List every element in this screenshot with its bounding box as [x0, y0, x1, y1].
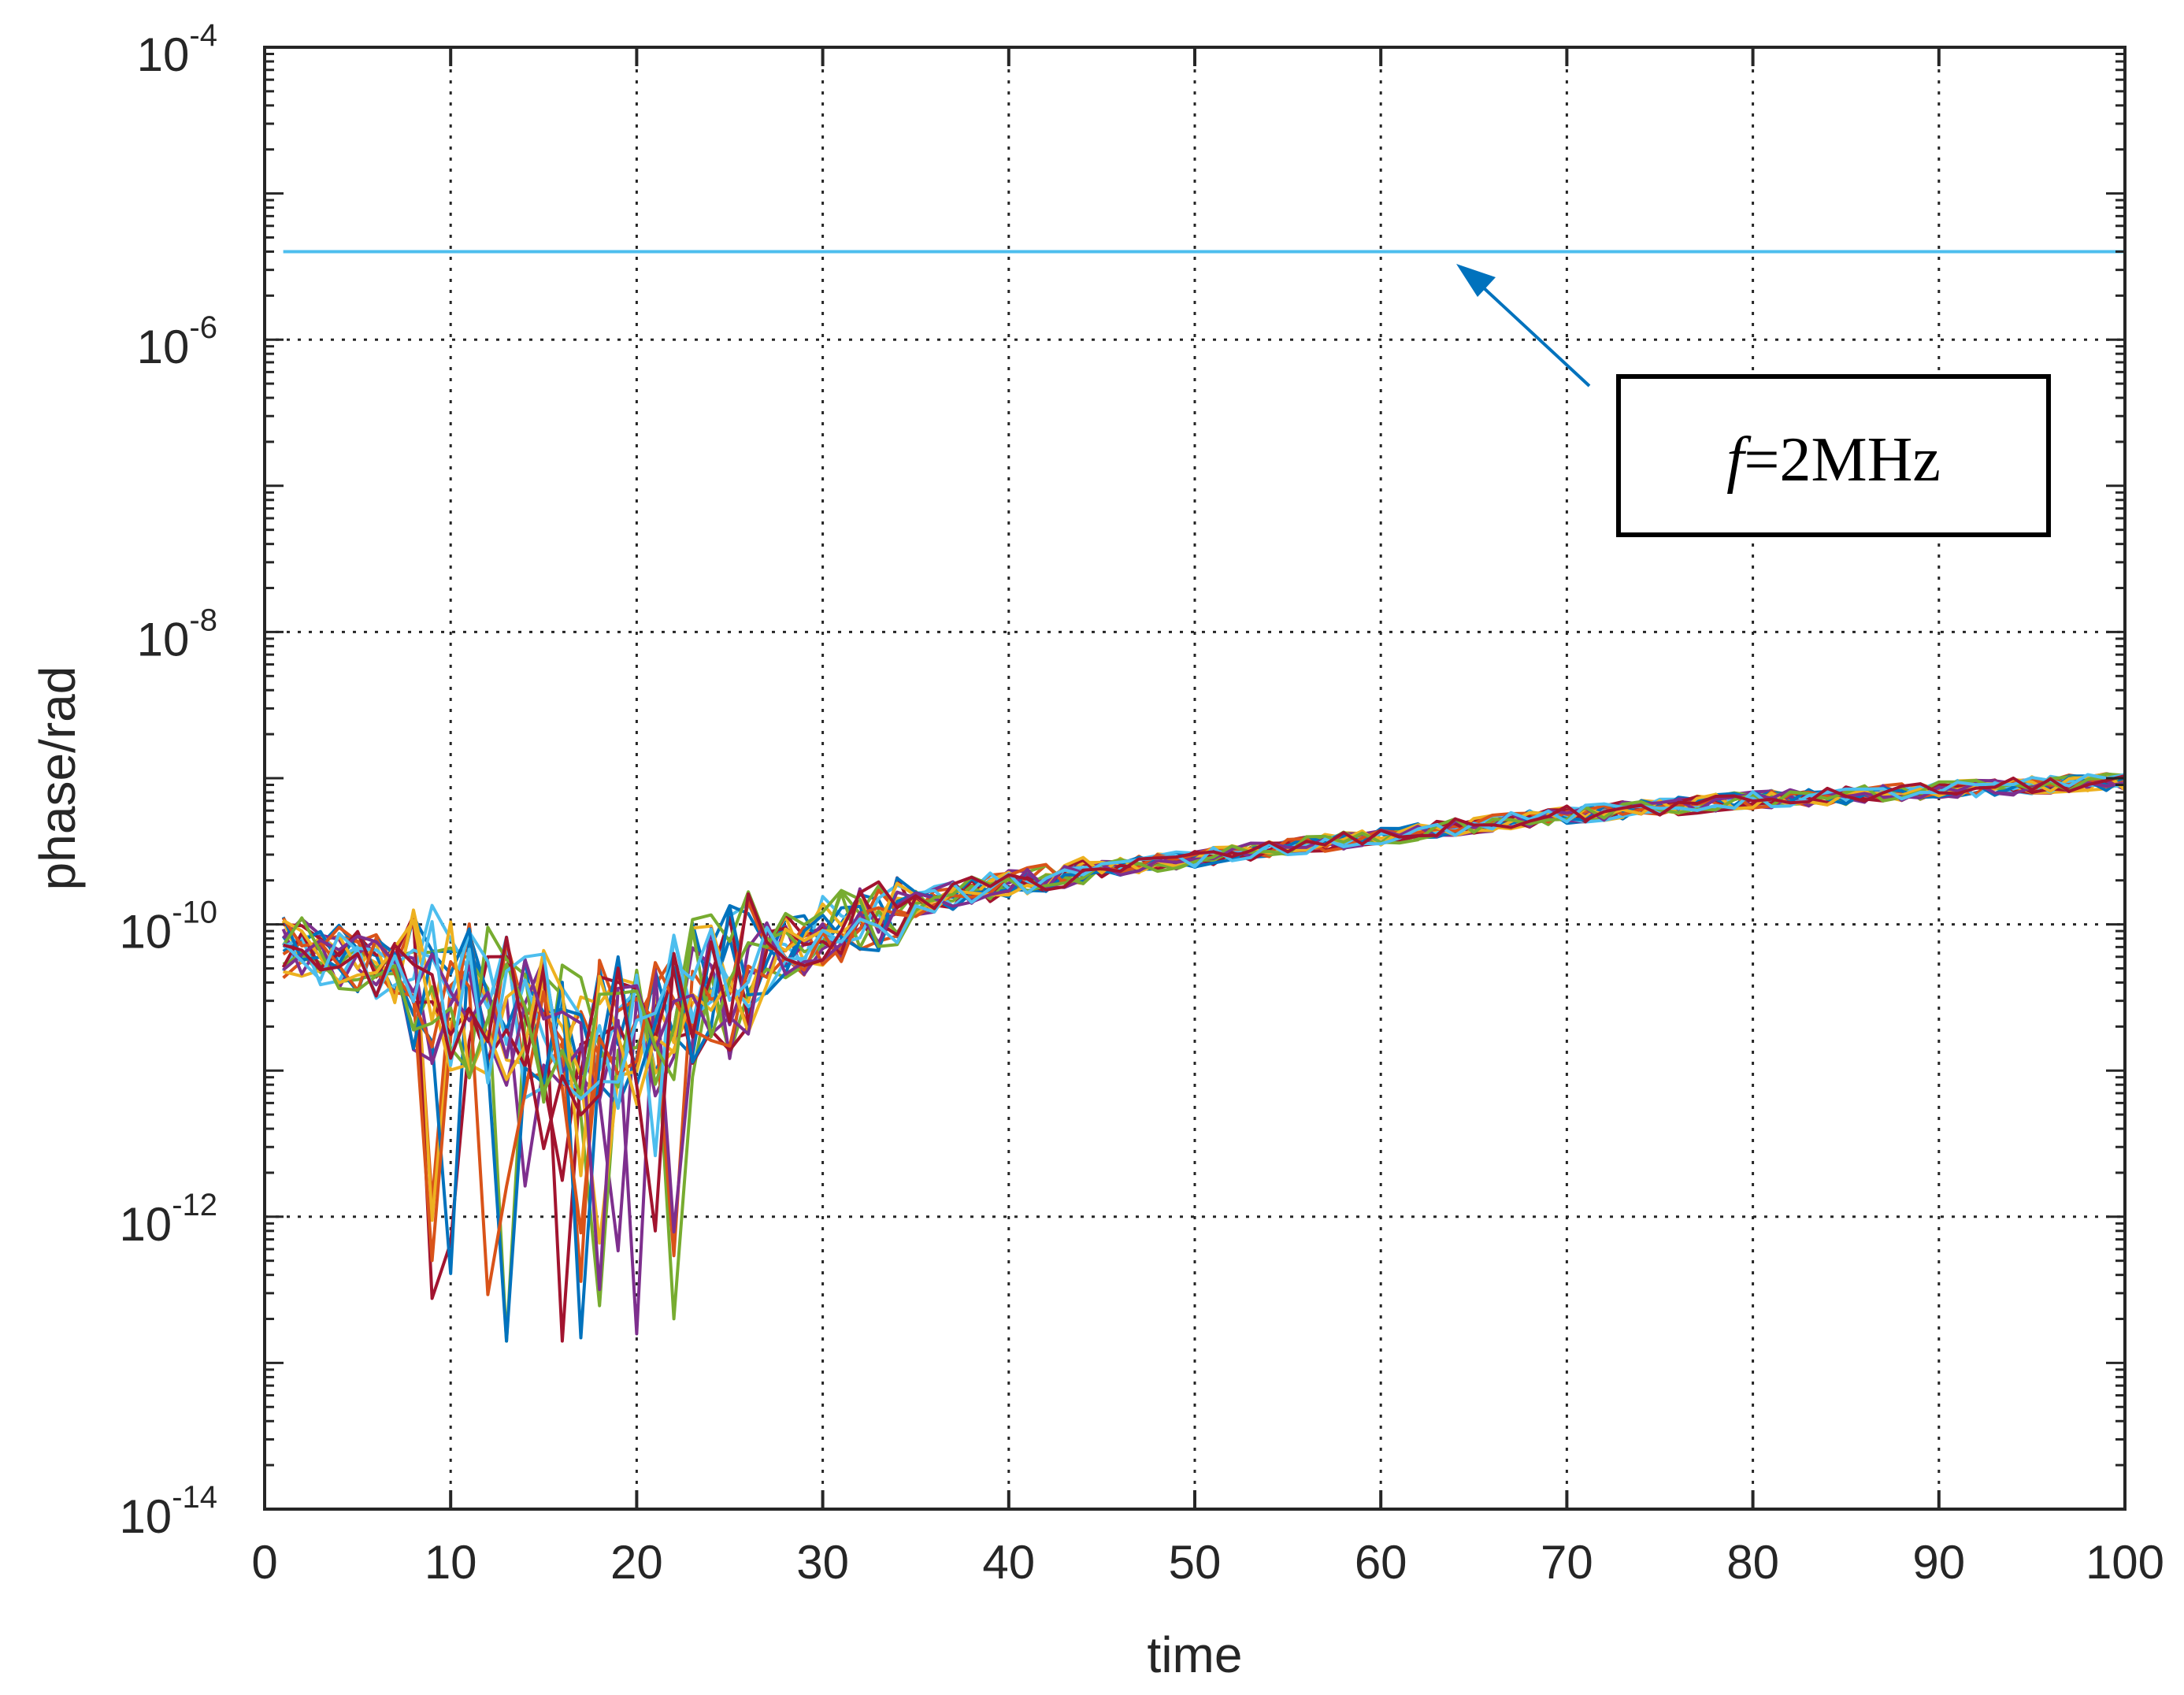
- annotation-arrow-shaft: [1479, 284, 1591, 388]
- x-tick-label-10: 10: [425, 1536, 477, 1589]
- y-tick-base: 10: [119, 1490, 172, 1543]
- y-tick-exponent: -6: [189, 310, 217, 345]
- y-tick-exponent: -14: [172, 1480, 217, 1515]
- y-tick-base: 10: [119, 1198, 172, 1251]
- x-tick-label-70: 70: [1541, 1536, 1593, 1589]
- y-tick-label--12: 10-12: [119, 1188, 217, 1251]
- x-tick-label-30: 30: [796, 1536, 849, 1589]
- y-tick-base: 10: [137, 28, 190, 81]
- annotation-label: f=2MHz: [1726, 425, 1941, 495]
- y-tick-exponent: -8: [189, 603, 217, 637]
- y-tick-label--6: 10-6: [137, 310, 217, 373]
- x-axis-title: time: [1148, 1626, 1243, 1683]
- x-tick-label-0: 0: [251, 1536, 277, 1589]
- x-tick-label-50: 50: [1169, 1536, 1222, 1589]
- data-series-group: [281, 772, 2127, 1343]
- x-tick-labels: 0 10 20 30 40 50 60 70 80 90 100: [251, 1536, 2164, 1589]
- y-tick-label--10: 10-10: [119, 896, 217, 959]
- annotation: f=2MHz: [1456, 264, 2051, 537]
- x-tick-label-20: 20: [610, 1536, 663, 1589]
- y-tick-base: 10: [119, 906, 172, 959]
- annotation-arrow-head: [1456, 264, 1496, 297]
- y-tick-label--8: 10-8: [137, 603, 217, 666]
- y-tick-exponent: -4: [189, 18, 217, 53]
- x-tick-label-80: 80: [1726, 1536, 1779, 1589]
- x-tick-label-90: 90: [1912, 1536, 1965, 1589]
- y-tick-base: 10: [137, 321, 190, 373]
- y-tick-exponent: -10: [172, 896, 217, 930]
- annotation-box: [1616, 374, 2051, 537]
- y-axis-title: phase/rad: [29, 666, 86, 891]
- y-tick-label--4: 10-4: [137, 18, 217, 81]
- axis-ticks: [263, 47, 2127, 1511]
- annotation-value: =2MHz: [1744, 425, 1941, 495]
- y-tick-label--14: 10-14: [119, 1480, 217, 1543]
- y-tick-exponent: -12: [172, 1188, 217, 1222]
- x-tick-label-40: 40: [982, 1536, 1035, 1589]
- x-tick-label-100: 100: [2086, 1536, 2164, 1589]
- series-line-21: [283, 774, 2126, 1233]
- y-tick-base: 10: [137, 613, 190, 666]
- x-tick-label-60: 60: [1355, 1536, 1407, 1589]
